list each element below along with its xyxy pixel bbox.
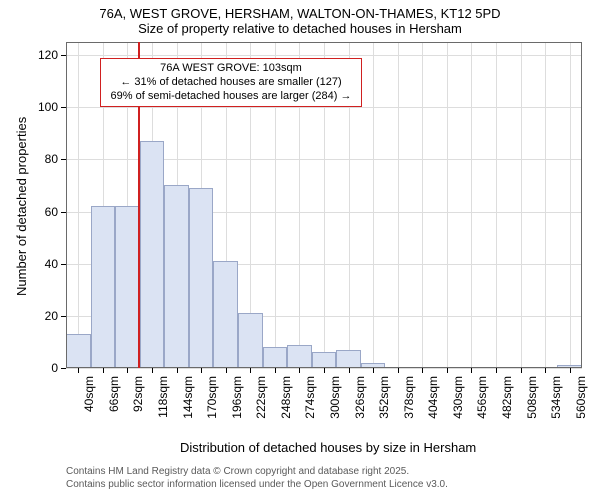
x-axis-label: Distribution of detached houses by size …: [180, 440, 476, 455]
histogram-bar: [140, 141, 165, 368]
x-tick-label: 456sqm: [475, 376, 489, 426]
y-tick: [61, 368, 66, 369]
histogram-bar: [213, 261, 238, 368]
histogram-bar: [336, 350, 361, 368]
gridline-vertical: [521, 42, 522, 368]
chart-title-line-1: 76A, WEST GROVE, HERSHAM, WALTON-ON-THAM…: [0, 6, 600, 21]
x-tick-label: 40sqm: [82, 376, 96, 426]
histogram-bar: [91, 206, 116, 368]
x-tick: [275, 368, 276, 373]
x-tick: [398, 368, 399, 373]
x-tick: [349, 368, 350, 373]
x-tick: [177, 368, 178, 373]
y-tick-label: 100: [26, 100, 58, 114]
axis-line-left: [66, 42, 67, 368]
y-tick: [61, 316, 66, 317]
chart-title-line-2: Size of property relative to detached ho…: [0, 21, 600, 36]
gridline-vertical: [422, 42, 423, 368]
x-tick-label: 300sqm: [328, 376, 342, 426]
x-tick: [422, 368, 423, 373]
x-tick: [373, 368, 374, 373]
x-tick-label: 508sqm: [525, 376, 539, 426]
gridline-vertical: [398, 42, 399, 368]
x-tick-label: 170sqm: [205, 376, 219, 426]
histogram-bar: [189, 188, 214, 368]
x-tick: [545, 368, 546, 373]
x-tick: [103, 368, 104, 373]
x-tick: [78, 368, 79, 373]
x-tick-label: 404sqm: [426, 376, 440, 426]
gridline-horizontal: [66, 55, 582, 56]
annotation-text-line-1: 76A WEST GROVE: 103sqm: [107, 62, 355, 76]
annotation-text-line-2: ← 31% of detached houses are smaller (12…: [107, 76, 355, 90]
y-tick-label: 20: [26, 309, 58, 323]
y-tick-label: 0: [26, 361, 58, 375]
x-tick-label: 118sqm: [156, 376, 170, 426]
x-tick: [127, 368, 128, 373]
x-tick-label: 482sqm: [500, 376, 514, 426]
x-tick-label: 248sqm: [279, 376, 293, 426]
gridline-vertical: [545, 42, 546, 368]
x-tick-label: 196sqm: [230, 376, 244, 426]
histogram-bar: [312, 352, 337, 368]
x-tick-label: 534sqm: [549, 376, 563, 426]
y-tick: [61, 264, 66, 265]
gridline-vertical: [570, 42, 571, 368]
y-tick-label: 120: [26, 48, 58, 62]
histogram-bar: [287, 345, 312, 368]
x-tick-label: 378sqm: [402, 376, 416, 426]
x-tick-label: 274sqm: [303, 376, 317, 426]
footer-line-2: Contains public sector information licen…: [66, 479, 448, 492]
histogram-bar: [263, 347, 288, 368]
gridline-vertical: [78, 42, 79, 368]
y-tick: [61, 55, 66, 56]
x-tick: [201, 368, 202, 373]
axis-line-right: [581, 42, 582, 368]
histogram-bar: [66, 334, 91, 368]
marker-annotation-box: 76A WEST GROVE: 103sqm ← 31% of detached…: [100, 58, 362, 107]
y-tick: [61, 212, 66, 213]
x-tick: [299, 368, 300, 373]
x-tick: [496, 368, 497, 373]
gridline-vertical: [471, 42, 472, 368]
x-tick-label: 92sqm: [131, 376, 145, 426]
gridline-vertical: [496, 42, 497, 368]
y-tick-label: 60: [26, 205, 58, 219]
x-tick: [226, 368, 227, 373]
x-tick: [521, 368, 522, 373]
x-tick: [152, 368, 153, 373]
x-tick: [471, 368, 472, 373]
property-size-histogram: 76A, WEST GROVE, HERSHAM, WALTON-ON-THAM…: [0, 0, 600, 500]
x-tick-label: 352sqm: [377, 376, 391, 426]
gridline-horizontal: [66, 107, 582, 108]
y-tick-label: 80: [26, 152, 58, 166]
histogram-bar: [238, 313, 263, 368]
x-tick-label: 560sqm: [574, 376, 588, 426]
y-tick: [61, 107, 66, 108]
y-tick-label: 40: [26, 257, 58, 271]
gridline-vertical: [373, 42, 374, 368]
x-tick-label: 66sqm: [107, 376, 121, 426]
x-tick-label: 326sqm: [353, 376, 367, 426]
x-tick-label: 144sqm: [181, 376, 195, 426]
histogram-bar: [164, 185, 189, 368]
x-tick-label: 222sqm: [254, 376, 268, 426]
x-tick-label: 430sqm: [451, 376, 465, 426]
x-tick: [447, 368, 448, 373]
footer-line-1: Contains HM Land Registry data © Crown c…: [66, 466, 448, 479]
attribution-text: Contains HM Land Registry data © Crown c…: [66, 466, 448, 491]
histogram-bar: [115, 206, 140, 368]
x-tick: [324, 368, 325, 373]
y-tick: [61, 159, 66, 160]
x-tick: [570, 368, 571, 373]
x-tick: [250, 368, 251, 373]
axis-line-top: [66, 42, 582, 43]
annotation-text-line-3: 69% of semi-detached houses are larger (…: [107, 90, 355, 104]
gridline-vertical: [447, 42, 448, 368]
